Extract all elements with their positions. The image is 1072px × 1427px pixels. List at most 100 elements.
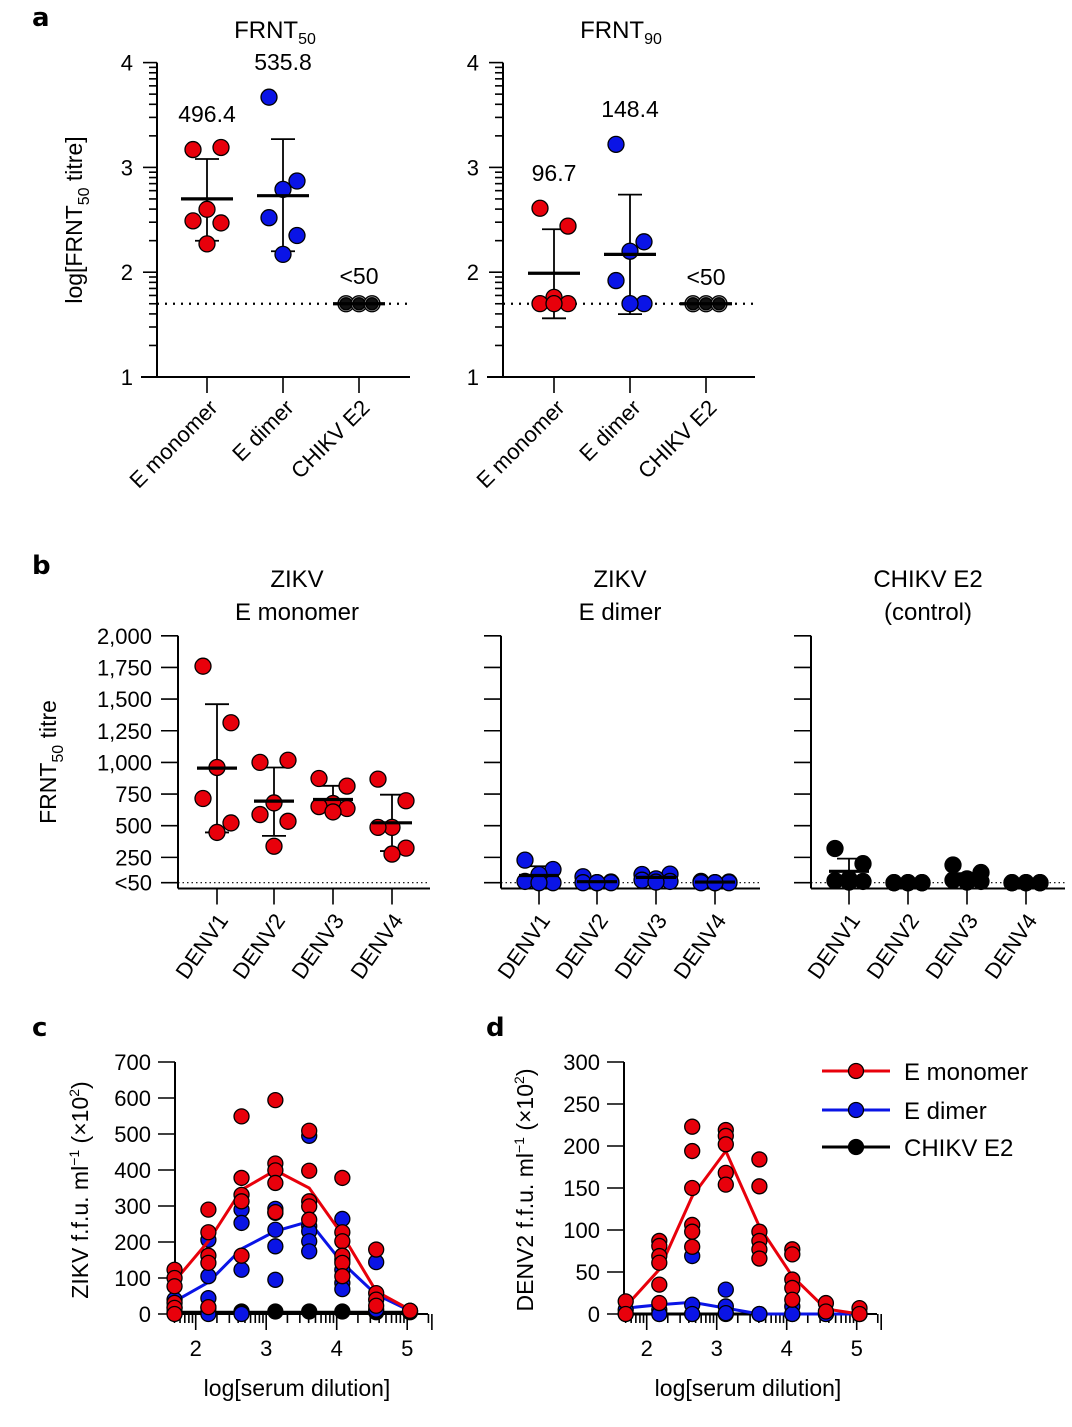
ylabel-text: log[FRNT: [61, 205, 87, 303]
gmt-annotation: <50: [339, 263, 378, 289]
data-point: [684, 1118, 701, 1135]
data-point: [717, 1176, 734, 1193]
data-point: [817, 1303, 835, 1320]
y-tick-label: 100: [563, 1218, 600, 1243]
group-denv1: [516, 851, 562, 892]
data-point: [194, 789, 212, 808]
data-point: [265, 794, 283, 812]
legend-label-e-monomer: E monomer: [904, 1059, 1028, 1086]
ylabel-tail: (×10: [512, 1084, 538, 1137]
group-denv4: [1003, 874, 1049, 892]
y-tick-label: 1: [467, 365, 479, 390]
data-point: [338, 799, 356, 818]
data-point: [368, 1241, 385, 1258]
data-point: [222, 714, 240, 732]
gmt-annotation: 96.7: [532, 160, 577, 186]
title-subscript: 90: [644, 31, 662, 48]
data-point: [267, 1092, 284, 1109]
x-tick-label: CHIKV E2: [633, 395, 722, 484]
data-point: [334, 1268, 351, 1285]
data-point: [212, 214, 230, 232]
data-point: [684, 1142, 701, 1160]
data-point: [854, 855, 872, 873]
group-denv4: [369, 770, 415, 863]
data-point: [301, 1303, 318, 1320]
x-tick-label: 4: [781, 1336, 793, 1361]
group-denv2: [251, 751, 297, 855]
data-point: [274, 245, 292, 264]
data-point: [651, 1276, 668, 1293]
data-point: [260, 88, 278, 106]
x-tick-label: E dimer: [574, 395, 645, 466]
legend-marker-e-dimer: [847, 1101, 865, 1119]
data-point: [198, 200, 216, 218]
y-tick-label: <50: [115, 871, 152, 896]
chart-title-b2-line1: ZIKV: [593, 566, 646, 593]
y-tick-label: 300: [563, 1050, 600, 1075]
y-tick-label: 1,250: [97, 719, 152, 744]
y-tick-label: 0: [588, 1302, 600, 1327]
data-point: [651, 1294, 668, 1312]
title-text: FRNT: [580, 17, 644, 44]
data-point: [198, 235, 216, 253]
data-point: [212, 138, 230, 157]
data-point: [279, 751, 297, 769]
plot-d: 0 50 100 150 200 250 300 2 3 4 5: [563, 1050, 883, 1361]
x-tick-label: 2: [190, 1336, 202, 1361]
ylabel-superscript: −1: [66, 1150, 82, 1166]
y-tick-label: 200: [563, 1134, 600, 1159]
gmt-annotation: 148.4: [601, 96, 659, 122]
y-tick-label: 250: [563, 1092, 600, 1117]
y-axis-label-b: FRNT50 titre: [35, 700, 67, 824]
y-tick-label: 700: [114, 1050, 151, 1075]
ylabel-tail: titre: [35, 700, 61, 745]
data-point: [251, 805, 269, 824]
y-tick-label: 600: [114, 1086, 151, 1111]
data-point: [194, 657, 212, 675]
data-point: [784, 1246, 801, 1263]
data-point: [166, 1278, 183, 1295]
data-point: [717, 1281, 734, 1298]
y-tick-label: 2,000: [97, 624, 152, 649]
x-tick-label: 2: [641, 1336, 653, 1361]
ylabel-subscript: 50: [76, 187, 93, 205]
ylabel-tail-superscript: 2: [511, 1076, 527, 1084]
data-point: [401, 1302, 419, 1319]
group-chikv-e2: <50: [680, 264, 732, 313]
data-point: [826, 839, 844, 858]
chart-title-frnt90: FRNT90: [580, 17, 662, 48]
x-tick-label: DENV3: [610, 909, 673, 983]
y-tick-label: 300: [114, 1194, 151, 1219]
ylabel-end: ): [512, 1069, 538, 1077]
group-denv1: [194, 657, 240, 842]
data-point: [233, 1169, 250, 1187]
group-denv3: [310, 769, 356, 821]
data-point: [751, 1305, 768, 1323]
data-point: [301, 1122, 318, 1139]
y-tick-label: 500: [115, 814, 152, 839]
x-tick-label: E monomer: [124, 395, 222, 493]
x-tick-label: DENV2: [228, 909, 291, 983]
data-point: [251, 753, 269, 772]
plot-c: 0 100 200 300 400 500 600 700 2 3 4 5: [114, 1050, 433, 1361]
data-point: [184, 140, 202, 159]
data-point: [267, 1238, 284, 1255]
data-point: [260, 209, 278, 227]
gmt-annotation: 496.4: [178, 101, 236, 127]
y-tick-label: 750: [115, 782, 152, 807]
data-point: [233, 1305, 250, 1323]
gmt-annotation: <50: [686, 264, 725, 290]
group-denv3: [633, 865, 679, 891]
y-tick-label: 250: [115, 845, 152, 870]
data-point: [840, 873, 858, 891]
data-point: [338, 777, 356, 795]
y-tick-label: 0: [139, 1302, 151, 1327]
ylabel-tail-superscript: 2: [66, 1089, 82, 1097]
data-point: [531, 199, 549, 217]
y-tick-label: 2: [121, 260, 133, 285]
chart-title-b3-line2: (control): [884, 599, 972, 626]
data-point: [684, 1305, 701, 1323]
